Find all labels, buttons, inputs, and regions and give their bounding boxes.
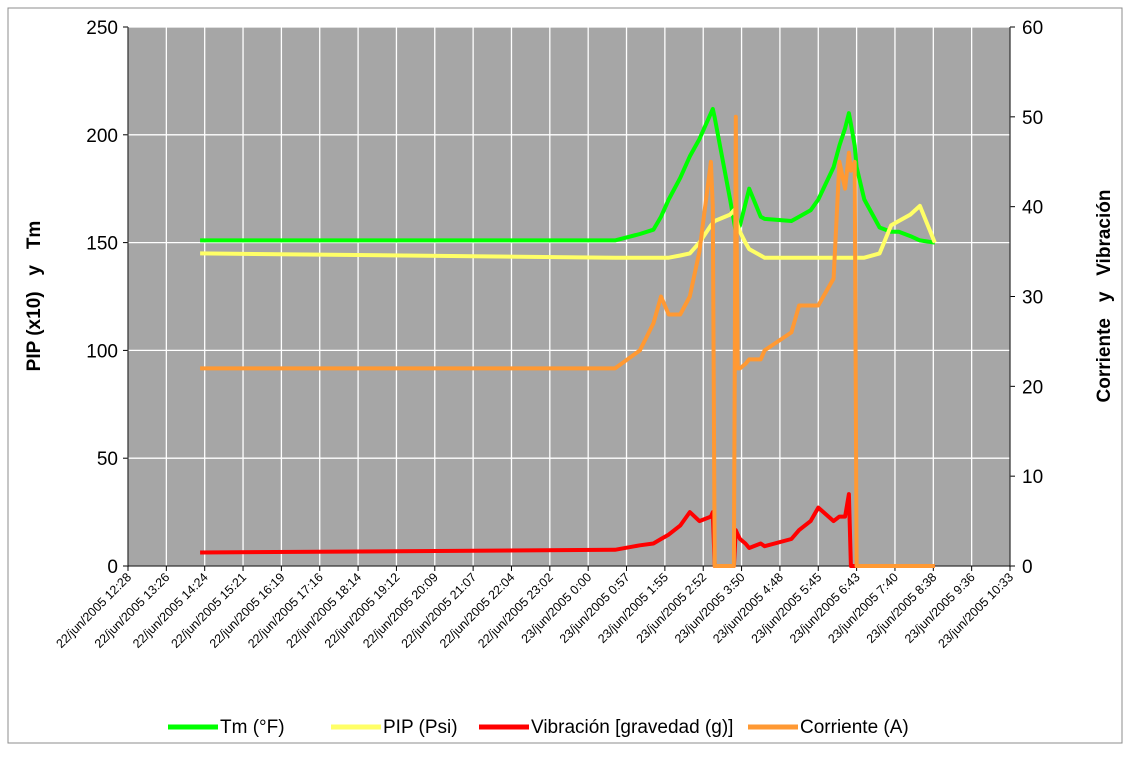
y-tick-label: 150 <box>86 234 118 255</box>
y-tick-label: 100 <box>86 341 118 362</box>
legend-label: Corriente (A) <box>800 717 909 738</box>
y2-tick-label: 50 <box>1022 108 1043 129</box>
series-line <box>200 114 935 568</box>
y2-tick-label: 10 <box>1022 467 1043 488</box>
plot-area <box>128 27 1010 566</box>
y-tick-label: 200 <box>86 126 118 147</box>
y2-axis-title: Corriente y Vibración <box>1094 190 1115 403</box>
y2-tick-label: 30 <box>1022 288 1043 309</box>
y-tick-label: 250 <box>86 18 118 39</box>
y2-tick-label: 20 <box>1022 377 1043 398</box>
y2-tick-label: 60 <box>1022 18 1043 39</box>
legend-label: Vibración [gravedad (g)] <box>531 717 733 738</box>
y-axis-title: PIP (x10) y Tm <box>24 221 45 372</box>
y2-tick-label: 40 <box>1022 198 1043 219</box>
y-tick-label: 50 <box>97 449 118 470</box>
y2-tick-label: 0 <box>1022 557 1033 578</box>
y-tick-label: 0 <box>107 557 118 578</box>
series-line <box>200 106 936 245</box>
legend-label: Tm (°F) <box>220 717 285 738</box>
legend-label: PIP (Psi) <box>383 717 458 738</box>
series-line <box>200 203 937 260</box>
